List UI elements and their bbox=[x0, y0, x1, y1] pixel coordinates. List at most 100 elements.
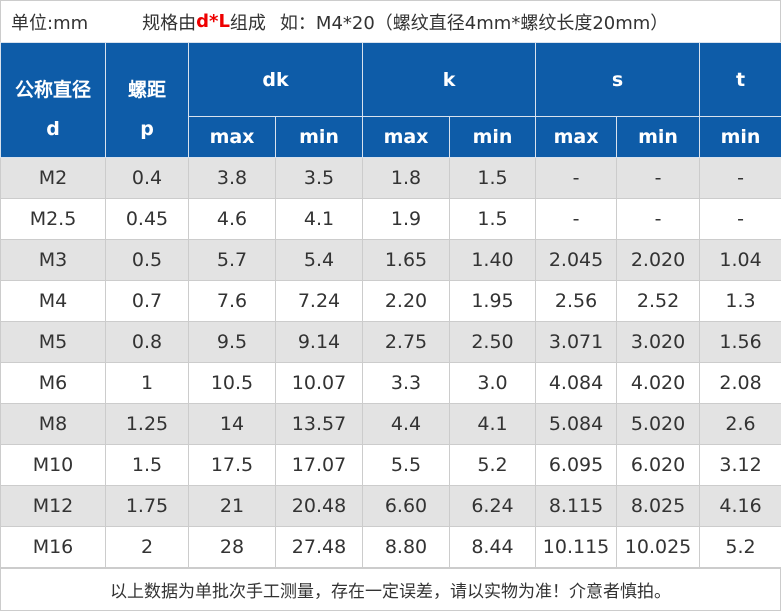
table-cell: 10.5 bbox=[189, 363, 276, 404]
table-cell: 3.5 bbox=[276, 158, 363, 199]
table-cell: 5.5 bbox=[363, 445, 450, 486]
table-cell: 8.44 bbox=[450, 527, 536, 568]
subheader-min: min bbox=[450, 117, 536, 158]
table-cell: 2.6 bbox=[700, 404, 781, 445]
subheader-max: max bbox=[363, 117, 450, 158]
header-k: k bbox=[363, 43, 536, 117]
table-cell: M6 bbox=[1, 363, 106, 404]
table-cell: M5 bbox=[1, 322, 106, 363]
table-cell: M2.5 bbox=[1, 199, 106, 240]
table-cell: 1.75 bbox=[106, 486, 189, 527]
table-cell: 0.45 bbox=[106, 199, 189, 240]
table-cell: 10.025 bbox=[617, 527, 700, 568]
subheader-min: min bbox=[617, 117, 700, 158]
table-cell: 0.8 bbox=[106, 322, 189, 363]
subheader-min: min bbox=[700, 117, 781, 158]
table-cell: 5.020 bbox=[617, 404, 700, 445]
table-cell: 2.08 bbox=[700, 363, 781, 404]
table-cell: 1.95 bbox=[450, 281, 536, 322]
table-cell: 3.071 bbox=[536, 322, 617, 363]
table-cell: 27.48 bbox=[276, 527, 363, 568]
subheader-max: max bbox=[536, 117, 617, 158]
disclaimer: 以上数据为单批次手工测量，存在一定误差，请以实物为准！介意者慎拍。 bbox=[0, 568, 781, 611]
table-cell: 0.4 bbox=[106, 158, 189, 199]
table-cell: 9.14 bbox=[276, 322, 363, 363]
table-cell: 2.20 bbox=[363, 281, 450, 322]
spec-prefix: 规格由 bbox=[142, 9, 196, 35]
table-cell: 1 bbox=[106, 363, 189, 404]
table-cell: - bbox=[700, 158, 781, 199]
table-cell: 1.3 bbox=[700, 281, 781, 322]
header-dk: dk bbox=[189, 43, 363, 117]
header-t: t bbox=[700, 43, 781, 117]
table-cell: 3.8 bbox=[189, 158, 276, 199]
spec-code: d*L bbox=[196, 11, 230, 32]
header-s: s bbox=[536, 43, 700, 117]
table-cell: 5.7 bbox=[189, 240, 276, 281]
table-cell: 13.57 bbox=[276, 404, 363, 445]
table-cell: 14 bbox=[189, 404, 276, 445]
table-cell: - bbox=[536, 199, 617, 240]
table-cell: M10 bbox=[1, 445, 106, 486]
table-cell: - bbox=[536, 158, 617, 199]
table-cell: 17.07 bbox=[276, 445, 363, 486]
table-cell: 1.25 bbox=[106, 404, 189, 445]
table-cell: 4.084 bbox=[536, 363, 617, 404]
subheader-min: min bbox=[276, 117, 363, 158]
table-cell: 3.0 bbox=[450, 363, 536, 404]
table-cell: 2.045 bbox=[536, 240, 617, 281]
table-cell: 0.7 bbox=[106, 281, 189, 322]
table-cell: 8.80 bbox=[363, 527, 450, 568]
table-cell: 1.65 bbox=[363, 240, 450, 281]
spec-suffix: 组成 bbox=[230, 9, 266, 35]
table-cell: M3 bbox=[1, 240, 106, 281]
table-cell: M12 bbox=[1, 486, 106, 527]
table-cell: 17.5 bbox=[189, 445, 276, 486]
unit-label: 单位:mm bbox=[11, 9, 88, 35]
table-cell: 5.4 bbox=[276, 240, 363, 281]
table-cell: 2 bbox=[106, 527, 189, 568]
table-cell: 4.4 bbox=[363, 404, 450, 445]
table-cell: 10.115 bbox=[536, 527, 617, 568]
table-cell: M2 bbox=[1, 158, 106, 199]
table-cell: 3.3 bbox=[363, 363, 450, 404]
table-cell: 6.095 bbox=[536, 445, 617, 486]
table-cell: 4.16 bbox=[700, 486, 781, 527]
table-cell: 7.6 bbox=[189, 281, 276, 322]
table-cell: 4.1 bbox=[276, 199, 363, 240]
spec-example: 如：M4*20（螺纹直径4mm*螺纹长度20mm） bbox=[280, 9, 668, 35]
table-cell: 1.5 bbox=[450, 158, 536, 199]
table-cell: M8 bbox=[1, 404, 106, 445]
table-cell: 20.48 bbox=[276, 486, 363, 527]
table-cell: 1.04 bbox=[700, 240, 781, 281]
table-cell: 7.24 bbox=[276, 281, 363, 322]
table-cell: 8.115 bbox=[536, 486, 617, 527]
table-cell: - bbox=[700, 199, 781, 240]
table-cell: 6.020 bbox=[617, 445, 700, 486]
table-cell: M16 bbox=[1, 527, 106, 568]
table-cell: 1.40 bbox=[450, 240, 536, 281]
table-cell: 1.56 bbox=[700, 322, 781, 363]
table-cell: 1.9 bbox=[363, 199, 450, 240]
table-cell: 28 bbox=[189, 527, 276, 568]
table-cell: 5.2 bbox=[450, 445, 536, 486]
table-cell: M4 bbox=[1, 281, 106, 322]
table-cell: 3.12 bbox=[700, 445, 781, 486]
table-cell: 3.020 bbox=[617, 322, 700, 363]
table-cell: - bbox=[617, 158, 700, 199]
table-cell: 4.020 bbox=[617, 363, 700, 404]
